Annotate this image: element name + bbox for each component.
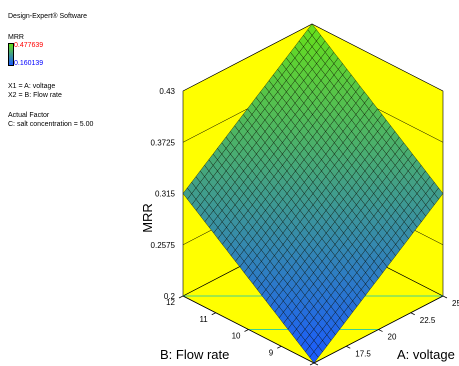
- z-tick-label: 0.2575: [151, 241, 176, 250]
- z-tick-label: 0.3725: [151, 138, 176, 147]
- x-axis-label: A: voltage: [397, 347, 455, 362]
- y-tick: [244, 329, 249, 332]
- colorbar: [8, 43, 14, 66]
- actual-factor-title: Actual Factor: [8, 112, 50, 119]
- x-tick-label: 17.5: [355, 349, 371, 358]
- y-tick-label: 10: [232, 332, 241, 341]
- z-axis-label: MRR: [140, 203, 155, 233]
- response-label: MRR: [8, 34, 24, 41]
- x-tick: [313, 362, 319, 366]
- factor-x1-label: X1 = A: voltage: [8, 83, 56, 90]
- y-tick-label: 9: [269, 348, 274, 357]
- x-tick-label: 25: [452, 299, 459, 308]
- chart-axes: 0.20.25750.3150.37250.431517.52022.52589…: [151, 87, 459, 366]
- z-tick-label: 0.2: [164, 292, 176, 301]
- z-tick-label: 0.43: [159, 87, 175, 96]
- legend-max-value: 0.477639: [14, 42, 44, 49]
- y-tick: [309, 362, 315, 366]
- x-tick: [410, 312, 415, 316]
- software-label: Design-Expert® Software: [8, 13, 88, 20]
- actual-factor-value: C: salt concentration = 5.00: [8, 121, 94, 128]
- x-tick: [378, 329, 383, 332]
- x-tick-label: 22.5: [420, 316, 436, 325]
- surface-cell: [307, 23, 317, 36]
- y-axis-label: B: Flow rate: [160, 347, 229, 362]
- x-tick-label: 20: [388, 333, 397, 342]
- y-tick: [277, 345, 282, 349]
- x-tick: [442, 295, 448, 299]
- y-tick: [211, 312, 216, 316]
- response-surface: [182, 23, 444, 364]
- factor-x2-label: X2 = B: Flow rate: [8, 92, 62, 99]
- z-tick-label: 0.315: [155, 190, 176, 199]
- x-tick: [346, 345, 351, 349]
- y-tick: [178, 295, 184, 299]
- y-tick-label: 12: [166, 298, 175, 307]
- y-tick-label: 11: [199, 315, 208, 324]
- legend-min-value: 0.160139: [14, 60, 44, 67]
